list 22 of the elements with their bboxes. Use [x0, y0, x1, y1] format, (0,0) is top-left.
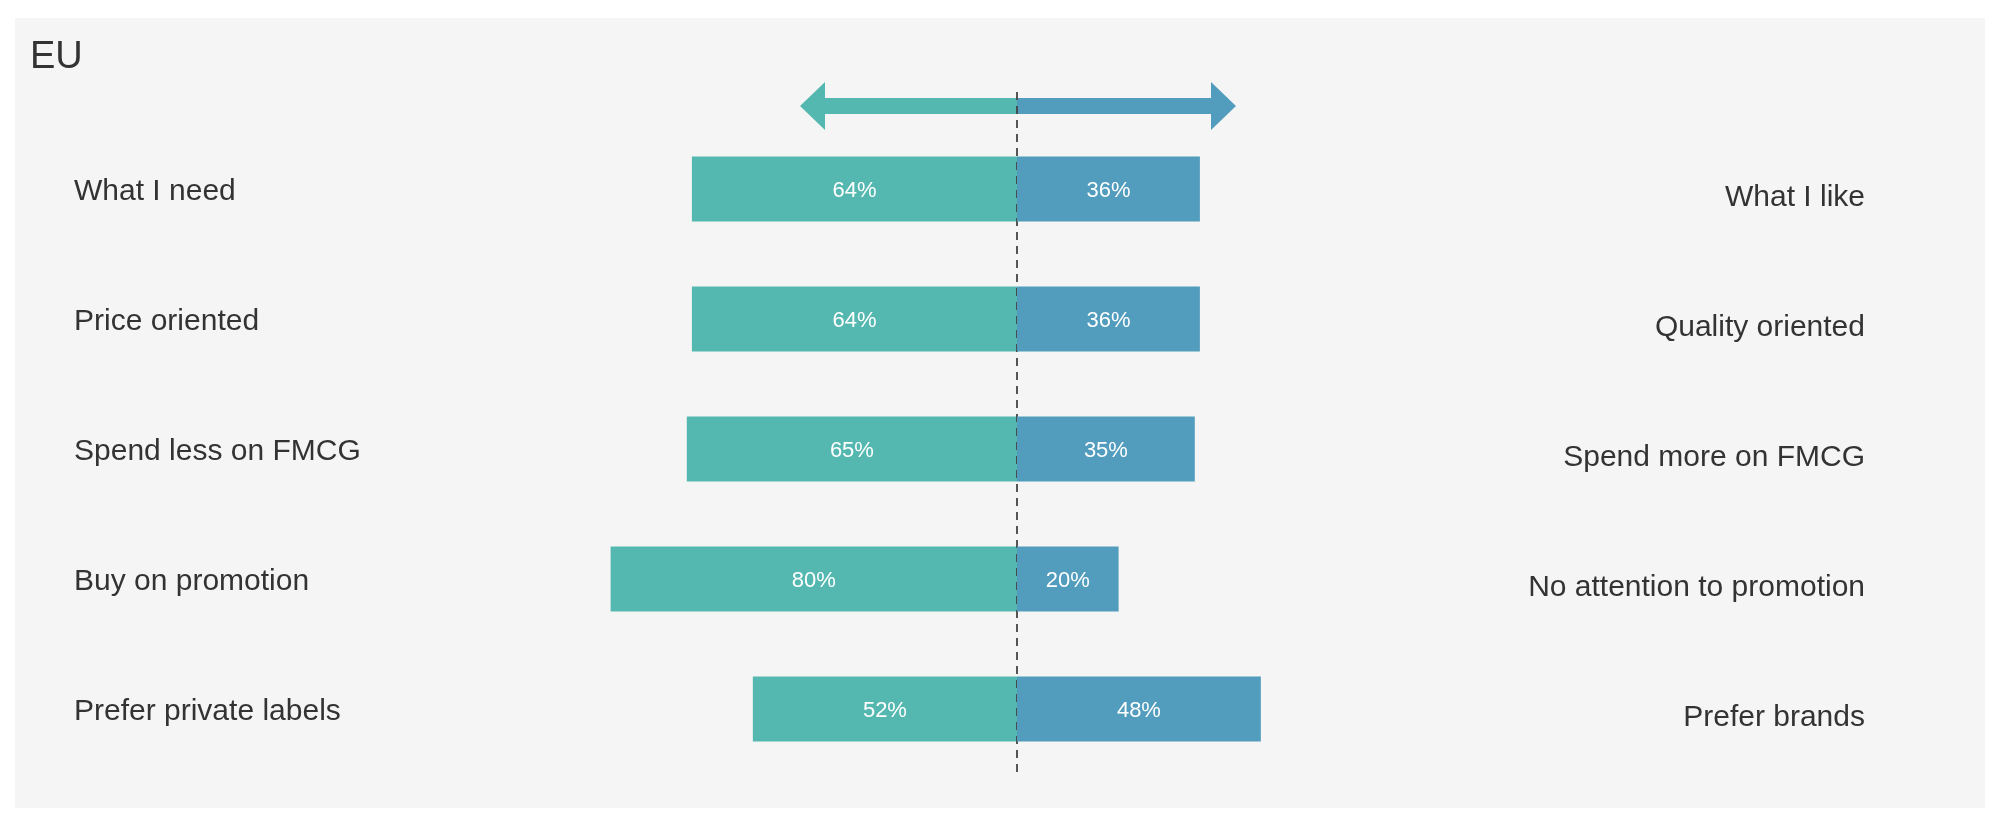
data-label: 20%	[1045, 566, 1090, 592]
y-tick-label: What I need	[74, 172, 236, 206]
data-label: 64%	[832, 176, 877, 202]
data-label: 36%	[1086, 176, 1131, 202]
y-tick-label: Price oriented	[74, 302, 260, 336]
bar	[1017, 546, 1119, 612]
data-label: 52%	[862, 696, 907, 722]
y-tick-label: What I like	[1724, 178, 1865, 212]
y-tick-label: No attention to promotion	[1528, 568, 1865, 602]
data-label: 80%	[791, 566, 836, 592]
data-label: 48%	[1116, 696, 1161, 722]
y-tick-label: Spend more on FMCG	[1563, 438, 1865, 472]
y-tick-label: Quality oriented	[1654, 308, 1865, 342]
text: EU	[30, 34, 83, 76]
data-label: 64%	[832, 306, 877, 332]
y-tick-label: Prefer brands	[1683, 698, 1865, 732]
data-label: 65%	[829, 436, 874, 462]
y-tick-label: Spend less on FMCG	[74, 432, 361, 466]
data-label: 36%	[1086, 306, 1131, 332]
y-tick-label: Prefer private labels	[74, 692, 341, 726]
data-label: 35%	[1083, 436, 1128, 462]
y-tick-label: Buy on promotion	[74, 562, 310, 596]
